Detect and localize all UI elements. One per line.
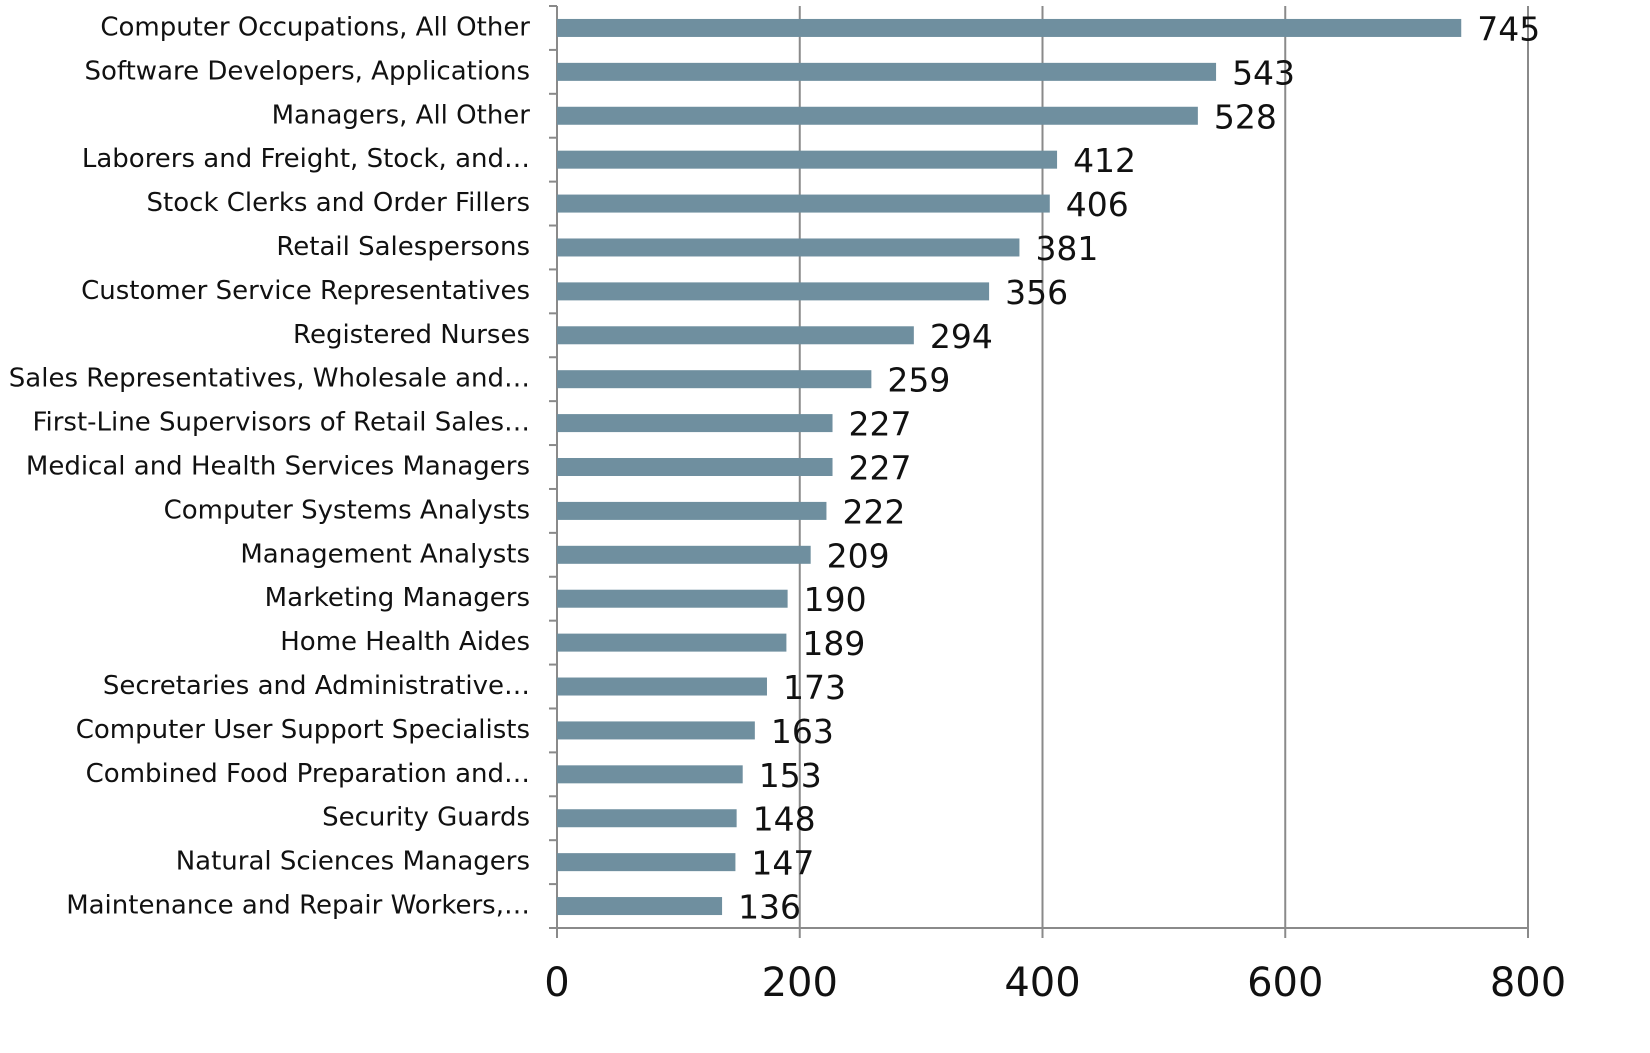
data-label: 173 xyxy=(783,668,846,707)
bar xyxy=(557,106,1198,125)
bar xyxy=(557,238,1020,257)
bar xyxy=(557,765,743,784)
data-label: 147 xyxy=(751,844,814,883)
data-label: 148 xyxy=(753,800,816,839)
data-label: 543 xyxy=(1232,53,1295,92)
data-label: 381 xyxy=(1035,229,1098,268)
y-tick-label: Combined Food Preparation and… xyxy=(86,759,530,789)
y-tick-label: Medical and Health Services Managers xyxy=(26,452,530,482)
bar xyxy=(557,458,833,476)
bar xyxy=(557,633,787,652)
y-tick-label: Computer Systems Analysts xyxy=(164,495,530,525)
y-tick-label: Stock Clerks and Order Fillers xyxy=(147,188,530,218)
bar xyxy=(557,721,755,740)
bar xyxy=(557,62,1217,81)
y-tick-label: Home Health Aides xyxy=(280,627,530,657)
bar xyxy=(557,18,1462,37)
y-tick-label: Sales Representatives, Wholesale and… xyxy=(9,364,530,394)
bar xyxy=(557,414,833,433)
y-tick-label: Computer User Support Specialists xyxy=(76,715,530,745)
data-label: 222 xyxy=(842,492,905,531)
data-label: 227 xyxy=(849,405,912,444)
data-label: 745 xyxy=(1477,9,1540,48)
data-label: 259 xyxy=(887,361,950,400)
y-tick-label: Natural Sciences Managers xyxy=(176,847,530,877)
bar xyxy=(557,809,737,828)
data-label: 528 xyxy=(1214,97,1277,136)
data-label: 209 xyxy=(827,536,890,575)
data-label: 136 xyxy=(738,888,801,927)
y-tick-label: Computer Occupations, All Other xyxy=(100,12,530,42)
x-tick-label: 600 xyxy=(1247,960,1323,1006)
y-tick-label: Secretaries and Administrative… xyxy=(103,671,530,701)
x-tick-label: 200 xyxy=(762,960,838,1006)
x-tick-label: 400 xyxy=(1004,960,1080,1006)
data-label: 190 xyxy=(804,580,867,619)
bar xyxy=(557,501,827,520)
bar xyxy=(557,853,736,872)
y-tick-label: Software Developers, Applications xyxy=(85,56,531,86)
bar xyxy=(557,326,914,345)
bar xyxy=(557,677,767,696)
y-tick-label: First-Line Supervisors of Retail Sales… xyxy=(32,408,530,438)
data-label: 406 xyxy=(1066,185,1129,224)
x-tick-label: 800 xyxy=(1490,960,1566,1006)
data-label: 412 xyxy=(1073,141,1136,180)
y-tick-label: Marketing Managers xyxy=(265,583,530,613)
data-label: 227 xyxy=(849,449,912,488)
data-label: 294 xyxy=(930,317,993,356)
data-label: 163 xyxy=(771,712,834,751)
y-tick-label: Maintenance and Repair Workers,… xyxy=(66,891,530,921)
data-label: 356 xyxy=(1005,273,1068,312)
data-label: 189 xyxy=(802,624,865,663)
data-label: 153 xyxy=(759,756,822,795)
bar xyxy=(557,150,1058,169)
x-tick-label: 0 xyxy=(544,960,569,1006)
y-tick-label: Laborers and Freight, Stock, and… xyxy=(82,144,530,174)
y-tick-label: Security Guards xyxy=(322,803,530,833)
y-tick-label: Retail Salespersons xyxy=(276,232,530,262)
bar xyxy=(557,897,723,916)
y-tick-label: Customer Service Representatives xyxy=(81,276,530,306)
y-tick-label: Management Analysts xyxy=(240,539,530,569)
bar xyxy=(557,282,990,301)
bar xyxy=(557,194,1050,213)
y-tick-label: Managers, All Other xyxy=(272,100,531,130)
bar xyxy=(557,589,788,608)
y-tick-label: Registered Nurses xyxy=(293,320,530,350)
bar xyxy=(557,370,872,389)
bar xyxy=(557,545,811,564)
